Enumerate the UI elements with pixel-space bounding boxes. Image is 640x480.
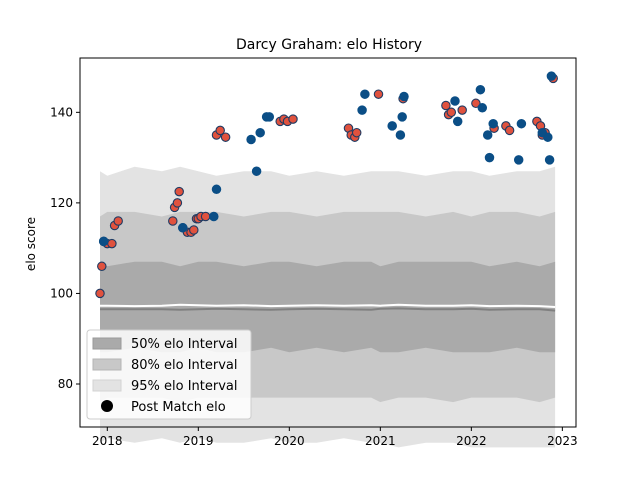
post-match-point-loss: [246, 134, 256, 145]
post-match-point-loss: [264, 112, 275, 122]
legend-label-50: 50% elo Interval: [131, 337, 238, 352]
post-match-point-loss: [477, 103, 488, 113]
post-match-point-loss: [546, 71, 557, 81]
post-match-point-win: [215, 125, 225, 136]
post-match-point-loss: [452, 116, 463, 127]
interval-lines: [100, 303, 556, 312]
post-match-point-win: [168, 216, 178, 226]
post-match-point-win: [174, 186, 184, 197]
post-match-point-win: [288, 114, 298, 124]
x-axis: 2018 2019 2020 2021 2022 2023: [92, 427, 578, 448]
post-match-point-win: [446, 107, 457, 118]
post-match-point-loss: [178, 223, 188, 233]
post-match-point-loss: [488, 118, 498, 129]
y-axis: 80 100 120 140: [50, 105, 80, 391]
plot-frame: [79, 57, 577, 428]
x-tick-label: 2021: [365, 434, 396, 448]
post-match-point-win: [97, 261, 107, 272]
post-match-point-loss: [211, 184, 222, 195]
post-match-point-loss: [360, 89, 370, 99]
legend-swatch-50: [92, 337, 122, 350]
x-tick-label: 2020: [274, 434, 305, 448]
legend-label-post-match: Post Match elo: [131, 400, 226, 415]
post-match-point-loss: [387, 121, 397, 131]
x-tick-label: 2019: [183, 434, 214, 448]
median-elo-line: [100, 307, 556, 312]
post-match-points: [95, 71, 558, 299]
post-match-point-win: [351, 127, 362, 138]
legend-marker-post-match: [101, 400, 113, 412]
mean-elo-line: [100, 303, 556, 308]
post-match-point-loss: [357, 105, 367, 115]
post-match-point-win: [220, 132, 231, 142]
y-tick-label: 100: [50, 286, 73, 300]
post-match-point-loss: [251, 166, 262, 176]
post-match-point-win: [172, 198, 183, 208]
post-match-point-win: [189, 225, 199, 235]
post-match-point-loss: [544, 155, 555, 165]
post-match-point-win: [504, 125, 515, 136]
x-tick-label: 2018: [92, 434, 123, 448]
post-match-point-loss: [98, 236, 109, 247]
post-match-point-win: [107, 238, 117, 249]
post-match-point-loss: [482, 130, 493, 140]
post-match-point-win: [471, 98, 481, 109]
legend-box: [86, 329, 252, 420]
post-match-point-loss: [484, 152, 495, 163]
y-axis-label: elo score: [24, 217, 38, 271]
post-match-point-loss: [395, 130, 406, 140]
post-match-point-loss: [516, 118, 527, 129]
y-tick-label: 80: [58, 377, 73, 391]
post-match-point-win: [373, 89, 384, 99]
chart-title: Darcy Graham: elo History: [236, 37, 422, 53]
post-match-point-win: [457, 105, 467, 115]
x-tick-label: 2022: [456, 434, 487, 448]
post-match-point-loss: [475, 84, 486, 95]
post-match-point-loss: [209, 211, 219, 222]
post-match-point-loss: [397, 112, 407, 122]
legend-label-95: 95% elo Interval: [131, 379, 238, 394]
legend: 50% elo Interval 80% elo Interval 95% el…: [86, 329, 252, 420]
post-match-point-loss: [255, 127, 265, 138]
post-match-point-win: [113, 216, 123, 226]
legend-label-80: 80% elo Interval: [131, 358, 238, 373]
post-match-point-loss: [543, 132, 553, 142]
y-tick-label: 120: [50, 196, 73, 210]
post-match-point-loss: [450, 96, 460, 106]
post-match-point-win: [200, 211, 211, 222]
post-match-point-win: [95, 288, 105, 299]
y-tick-label: 140: [50, 105, 73, 119]
legend-swatch-80: [92, 358, 122, 371]
post-match-point-loss: [513, 155, 524, 165]
legend-swatch-95: [92, 379, 122, 392]
post-match-point-loss: [399, 91, 409, 102]
post-match-point-win: [441, 100, 451, 111]
x-tick-label: 2023: [547, 434, 578, 448]
